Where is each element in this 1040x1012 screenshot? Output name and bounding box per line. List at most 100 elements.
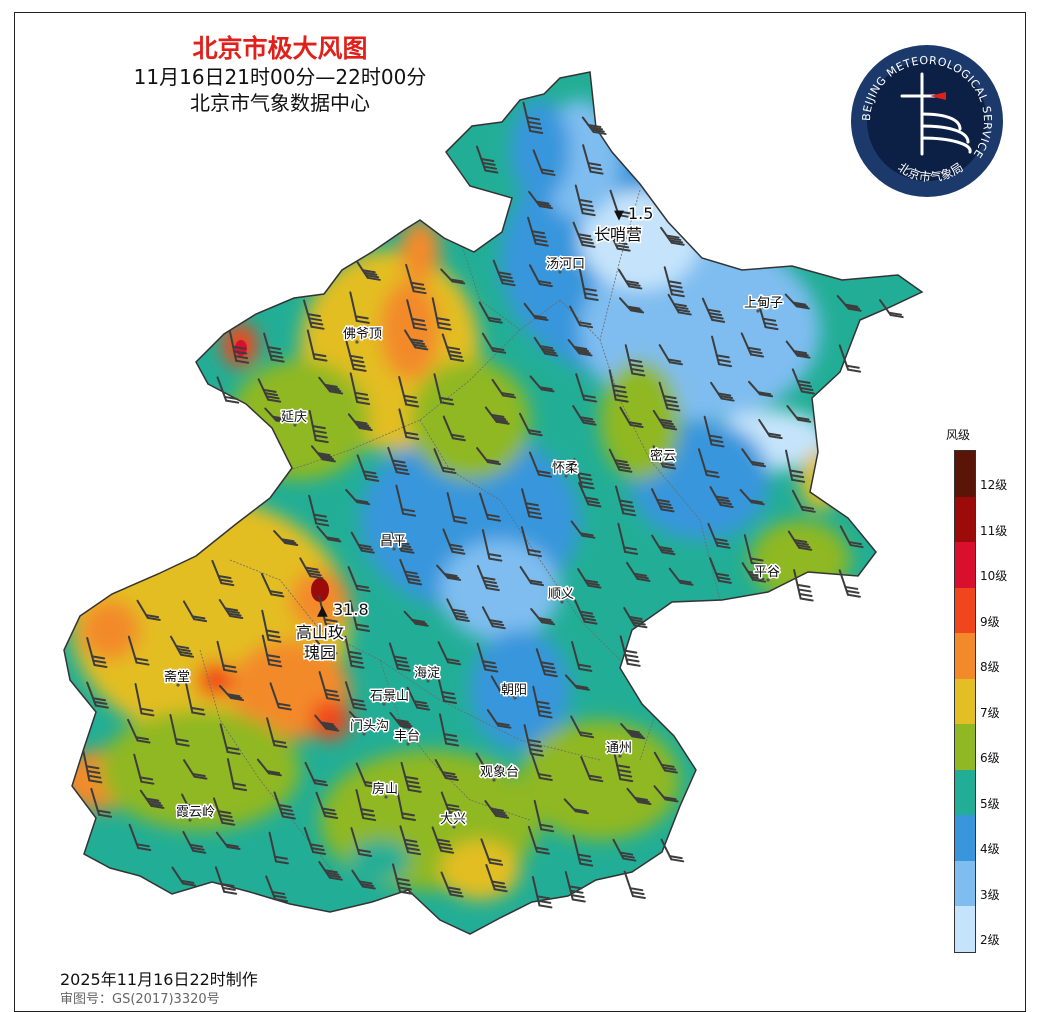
district-dot xyxy=(382,702,386,706)
legend-swatch xyxy=(955,906,975,952)
district-dot xyxy=(355,340,359,344)
wind-barb xyxy=(529,375,555,393)
max-station-line1: 高山玫 xyxy=(296,623,344,642)
wind-barb xyxy=(791,368,815,395)
map-subtitle: 11月16日21时00分—22时00分 xyxy=(133,65,427,89)
wind-barb xyxy=(479,492,502,522)
wind-barb xyxy=(791,489,816,513)
wind-barb xyxy=(303,299,325,330)
wind-barb xyxy=(315,791,339,819)
wind-barb xyxy=(519,412,543,437)
wind-barb xyxy=(838,569,861,598)
district-label: 海淀 xyxy=(414,666,440,681)
wind-barb xyxy=(652,409,678,431)
district-label: 观象台 xyxy=(480,765,519,780)
wind-barb xyxy=(481,529,503,562)
legend-label: 12级 xyxy=(980,478,1008,492)
wind-barb xyxy=(229,330,250,364)
wind-barb xyxy=(563,798,589,815)
wind-barb xyxy=(492,259,516,287)
wind-barb xyxy=(437,641,462,666)
wind-barb xyxy=(581,116,607,135)
wind-barb xyxy=(218,598,244,620)
legend-swatch xyxy=(955,587,975,633)
district-dot xyxy=(513,696,517,700)
wind-barb xyxy=(438,713,460,747)
legend-swatch xyxy=(955,451,975,497)
legend-label: 2级 xyxy=(980,933,1000,947)
wind-barb xyxy=(623,607,648,629)
wind-barb xyxy=(572,405,597,426)
wind-barb xyxy=(667,293,692,316)
wind-barb xyxy=(476,564,500,592)
wind-barb xyxy=(345,340,367,372)
wind-barb xyxy=(303,826,327,855)
wind-barb xyxy=(697,448,720,478)
legend-swatch xyxy=(955,724,975,770)
wind-barb xyxy=(446,492,468,525)
district-label: 朝阳 xyxy=(501,683,527,698)
wind-barb xyxy=(226,758,248,792)
legend-title: 风级 xyxy=(946,428,971,442)
wind-barb xyxy=(82,749,103,784)
district-label: 汤河口 xyxy=(546,257,585,272)
wind-barb xyxy=(653,751,678,774)
wind-barb xyxy=(312,635,338,655)
wind-barb xyxy=(344,681,367,711)
wind-barb xyxy=(481,606,506,630)
wind-barb xyxy=(399,558,423,586)
district-dot xyxy=(392,547,396,551)
wind-barb xyxy=(523,302,549,321)
district-dot xyxy=(406,742,410,746)
max-marker: ▲ 31.8 xyxy=(317,599,370,621)
wind-barb xyxy=(344,635,365,669)
wind-barb xyxy=(619,635,641,667)
wind-barb xyxy=(345,488,371,506)
wind-barb xyxy=(440,268,466,285)
district-label: 石景山 xyxy=(370,689,409,704)
wind-barb xyxy=(787,530,813,551)
wind-barb xyxy=(318,671,341,702)
wind-barb xyxy=(612,838,637,862)
wind-barb xyxy=(786,405,812,423)
wind-barb xyxy=(211,559,235,587)
wind-barb xyxy=(523,724,545,757)
wind-barb xyxy=(308,409,329,444)
wind-barb xyxy=(836,295,862,312)
district-dot xyxy=(558,270,562,274)
wind-barb xyxy=(182,830,207,854)
legend-swatch xyxy=(955,496,975,542)
wind-barb xyxy=(347,566,371,593)
district-dot xyxy=(564,474,568,478)
wind-barb xyxy=(564,871,586,903)
wind-barb xyxy=(403,610,429,627)
legend-label: 9级 xyxy=(980,614,1000,629)
map-title: 北京市极大风图 xyxy=(192,34,368,63)
wind-barbs xyxy=(82,101,904,909)
wind-barb xyxy=(317,595,339,628)
wind-barb xyxy=(484,406,510,425)
svg-text:▼: ▼ xyxy=(614,208,624,223)
wind-barb xyxy=(580,756,604,783)
legend-label: 11级 xyxy=(980,523,1008,538)
wind-barb xyxy=(356,260,381,281)
wind-barb xyxy=(260,572,285,598)
wind-barb xyxy=(219,723,241,755)
wind-barb xyxy=(127,635,150,666)
wind-barb xyxy=(533,336,559,357)
wind-barb xyxy=(707,522,731,549)
wind-barb xyxy=(491,378,517,399)
district-dot xyxy=(766,578,770,582)
wind-barb xyxy=(256,758,282,777)
wind-barb xyxy=(436,671,458,704)
wind-barb xyxy=(570,520,596,539)
district-dot xyxy=(618,754,622,758)
wind-barb xyxy=(575,373,598,403)
wind-barb xyxy=(261,634,283,668)
wind-barb xyxy=(182,600,208,623)
wind-barb xyxy=(218,684,245,702)
district-dot xyxy=(756,309,760,313)
wind-barb xyxy=(347,413,373,431)
wind-barb xyxy=(349,291,370,324)
